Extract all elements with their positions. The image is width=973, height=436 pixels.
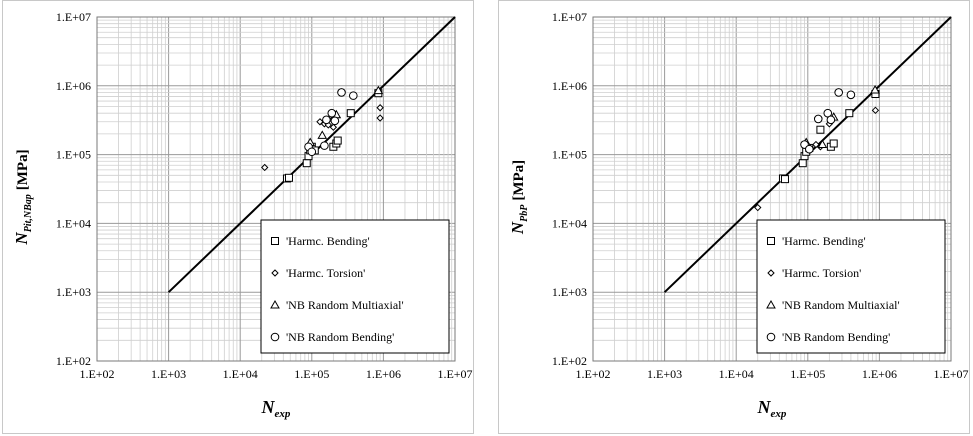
y-tick-label: 1.E+04 [56, 216, 91, 230]
chart-svg-right: 1.E+02 1.E+03 1.E+04 1.E+05 1.E+06 1.E+07 1.E+… [508, 10, 969, 420]
legend-marker-diamond [271, 269, 279, 277]
legend-box [260, 219, 450, 354]
data-point-diamond [376, 114, 384, 122]
legend-label: 'Harmc. Bending' [782, 234, 866, 248]
y-axis-title-main: N [508, 221, 527, 235]
legend-box [756, 219, 946, 354]
y-tick-label: 1.E+05 [56, 148, 91, 162]
legend-marker-square [767, 237, 775, 245]
data-point-square [845, 109, 854, 118]
y-axis-title: NPbP [MPa] [508, 160, 530, 235]
data-point-square [284, 173, 293, 182]
chart-panel-left: 1.E+02 1.E+03 1.E+04 1.E+05 1.E+06 1.E+07 1.E+… [2, 0, 474, 434]
y-tick-label: 1.E+06 [56, 79, 91, 93]
data-point-square [780, 175, 789, 184]
data-point-circle [834, 88, 843, 97]
data-point-circle [330, 116, 340, 126]
data-point-triangle [817, 139, 828, 149]
legend-label: 'Harmc. Torsion' [286, 266, 365, 280]
legend-label: 'NB Random Bending' [286, 330, 394, 344]
chart-svg-left: 1.E+02 1.E+03 1.E+04 1.E+05 1.E+06 1.E+07 1.E+… [12, 10, 473, 420]
y-axis-title-sub: Pit,NBap [23, 194, 34, 232]
data-point-circle [805, 144, 814, 154]
data-point-circle [846, 90, 856, 100]
x-tick-label: 1.E+04 [223, 367, 258, 381]
data-point-square [346, 109, 355, 118]
y-tick-label: 1.E+03 [552, 285, 587, 299]
y-tick-label: 1.E+02 [56, 354, 91, 368]
plot-frame [592, 16, 952, 362]
data-point-square [333, 136, 342, 145]
data-point-circle [307, 147, 317, 157]
y-tick-label: 1.E+04 [552, 216, 587, 230]
legend-label: 'Harmc. Torsion' [782, 266, 861, 280]
y-axis-title-sub: PbP [519, 204, 530, 222]
x-axis-title-main: N [757, 397, 772, 417]
y-tick-label: 1.E+02 [552, 354, 587, 368]
x-tick-label: 1.E+05 [790, 367, 825, 381]
x-tick-label: 1.E+07 [437, 367, 472, 381]
x-tick-label: 1.E+02 [79, 367, 114, 381]
y-tick-label: 1.E+07 [552, 10, 587, 24]
data-point-triangle [870, 84, 880, 94]
y-axis-title-main: N [12, 232, 31, 246]
legend-marker-triangle [270, 299, 280, 309]
x-axis-title: Nexp [261, 397, 291, 420]
legend-marker-diamond [767, 269, 775, 277]
x-tick-label: 1.E+07 [933, 367, 968, 381]
data-point-diamond [754, 203, 762, 212]
data-point-square [816, 125, 825, 134]
data-point-circle [826, 115, 836, 125]
data-point-diamond [871, 106, 880, 115]
legend: 'Harmc. Bending' 'Harmc. Torsion' 'NB Rand… [260, 219, 450, 354]
y-axis-title: NPit,NBap [MPa] [12, 149, 34, 245]
data-point-square [829, 139, 838, 148]
legend-label: 'NB Random Bending' [782, 330, 890, 344]
y-axis-title-unit: [MPa] [511, 160, 527, 201]
y-tick-label: 1.E+07 [56, 10, 91, 24]
legend-marker-circle [766, 332, 776, 342]
data-point-circle [349, 91, 358, 100]
data-point-circle [813, 114, 823, 124]
y-tick-label: 1.E+05 [552, 148, 587, 162]
data-points [754, 84, 880, 212]
x-tick-label: 1.E+04 [719, 367, 754, 381]
legend-marker-square [271, 237, 279, 245]
data-point-square [302, 159, 311, 168]
y-tick-label: 1.E+06 [552, 79, 587, 93]
legend-label: 'NB Random Multiaxial' [286, 298, 404, 312]
x-axis-title: Nexp [757, 397, 787, 420]
y-axis-title-unit: [MPa] [15, 149, 31, 190]
data-point-triangle [373, 85, 384, 95]
x-tick-label: 1.E+02 [575, 367, 610, 381]
data-point-circle [322, 115, 331, 125]
x-tick-label: 1.E+03 [151, 367, 186, 381]
x-tick-label: 1.E+05 [294, 367, 329, 381]
data-point-circle [327, 108, 337, 118]
plot-frame [96, 16, 456, 362]
x-tick-label: 1.E+03 [647, 367, 682, 381]
legend-marker-circle [270, 332, 280, 342]
legend-label: 'NB Random Multiaxial' [782, 298, 900, 312]
x-tick-label: 1.E+06 [366, 367, 401, 381]
legend: 'Harmc. Bending' 'Harmc. Torsion' 'NB Rand… [756, 219, 946, 354]
legend-label: 'Harmc. Bending' [286, 234, 370, 248]
y-tick-label: 1.E+03 [56, 285, 91, 299]
x-tick-label: 1.E+06 [862, 367, 897, 381]
x-axis-title-sub: exp [275, 408, 291, 420]
data-point-diamond [376, 104, 384, 112]
data-point-diamond [261, 163, 269, 172]
data-point-square [798, 159, 807, 168]
chart-panel-right: 1.E+02 1.E+03 1.E+04 1.E+05 1.E+06 1.E+07 1.E+… [498, 0, 970, 434]
data-points [261, 85, 384, 183]
data-point-triangle [317, 130, 328, 139]
x-axis-title-sub: exp [771, 408, 787, 420]
data-point-circle [320, 141, 329, 150]
data-point-circle [337, 88, 346, 97]
legend-marker-triangle [766, 299, 776, 309]
x-axis-title-main: N [261, 397, 276, 417]
data-point-diamond [329, 123, 338, 131]
